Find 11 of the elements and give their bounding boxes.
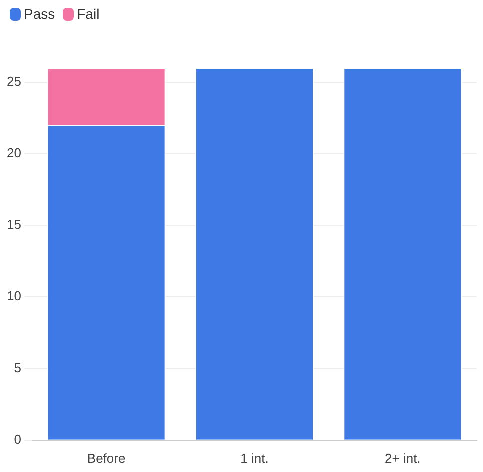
y-tick-label: 0 bbox=[14, 432, 22, 447]
y-tick-label: 5 bbox=[14, 360, 22, 376]
x-tick-label: 1 int. bbox=[240, 450, 269, 466]
legend-label: Pass bbox=[24, 6, 56, 22]
y-tick-label: 20 bbox=[6, 146, 22, 161]
x-tick-label: 2+ int. bbox=[385, 450, 421, 466]
y-tick-label: 15 bbox=[6, 217, 22, 232]
legend-label: Fail bbox=[77, 6, 100, 22]
y-tick-label: 10 bbox=[6, 288, 22, 304]
y-tick-label: 25 bbox=[6, 74, 22, 89]
x-tick-label: Before bbox=[87, 450, 126, 466]
